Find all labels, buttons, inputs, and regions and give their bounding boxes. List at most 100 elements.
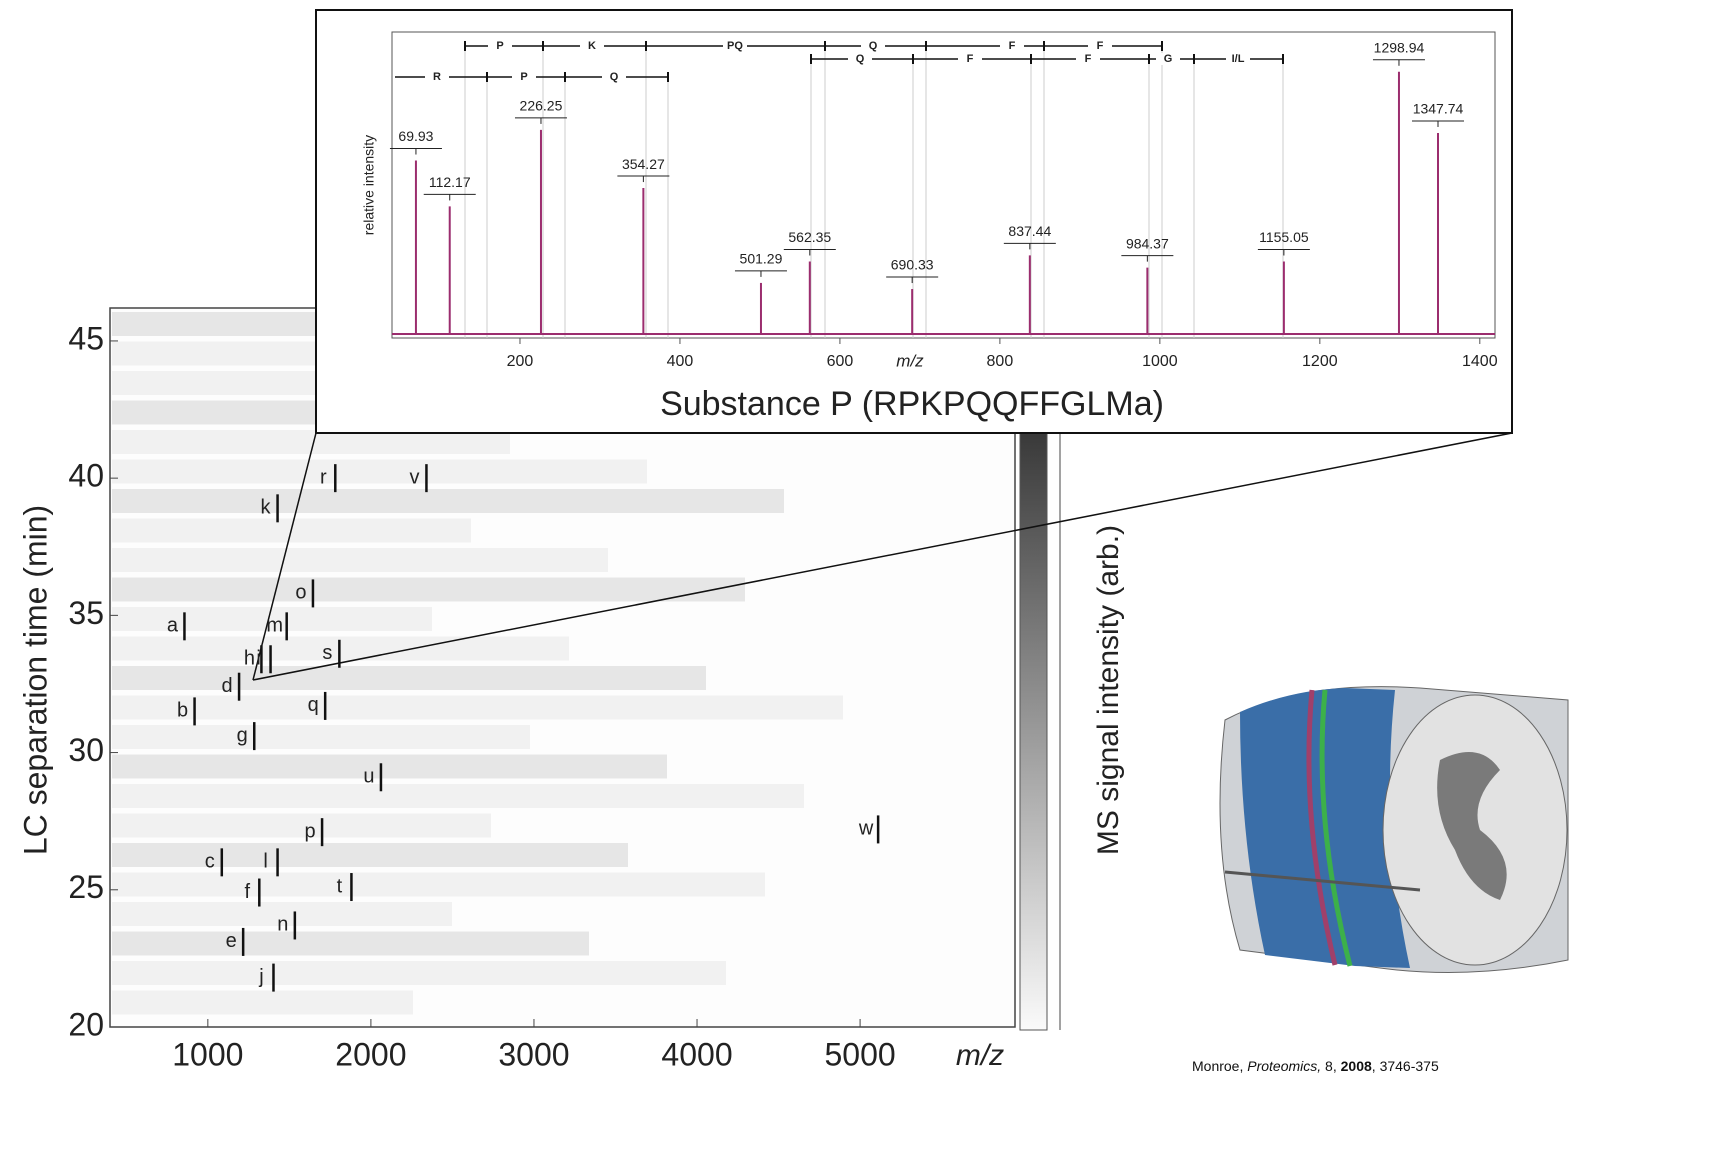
ion-label: R [433,71,441,83]
band [112,843,628,867]
citation: Monroe, Proteomics, 8, 2008, 3746-375 [1192,1058,1439,1074]
feature-label: e [226,930,237,952]
band [112,607,432,631]
feature-label: g [237,724,248,746]
peak-label: 837.44 [1008,223,1051,239]
x-tick-label: 400 [667,353,694,370]
band [112,872,765,897]
x-tick-label: 1000 [172,1036,243,1072]
feature-label: m [266,615,283,637]
ion-label-bg [861,40,885,52]
ion-label: Q [869,40,878,52]
citation-year: 2008 [1340,1058,1372,1074]
inset-x-label: m/z [896,351,924,370]
inset-title: Substance P (RPKPQQFFGLMa) [660,385,1164,423]
band [112,990,413,1015]
peak-label: 562.35 [788,229,831,245]
ion-label-bg [512,71,536,83]
feature-label: a [167,615,179,637]
ion-label: P [520,71,527,83]
y-tick-label: 30 [68,732,104,768]
ion-label: G [1164,53,1173,65]
ion-label-bg [958,53,982,65]
ion-label: Q [856,53,865,65]
x-tick-label: 800 [987,353,1014,370]
band [112,961,726,985]
ion-label-bg [1000,40,1024,52]
inset-plot-area [391,31,1496,339]
band [112,695,843,720]
band [112,902,452,926]
peak-label: 1347.74 [1413,101,1464,117]
citation-journal: Proteomics, [1247,1058,1322,1074]
peak-label: 226.25 [520,98,563,114]
ion-label-bg [1156,53,1180,65]
band [112,548,608,572]
x-tick-label: 200 [507,353,534,370]
peak-label: 690.33 [891,257,934,273]
ion-label: Q [610,71,619,83]
x-tick-label: 1400 [1462,353,1498,370]
band [112,489,784,513]
ion-label: F [1085,53,1092,65]
feature-label: n [277,914,288,936]
feature-label: d [222,675,233,697]
band [112,725,530,749]
ion-label-bg [1088,40,1112,52]
ion-label-bg [848,53,872,65]
ion-label: K [588,40,596,52]
feature-label: i [256,648,260,670]
x-tick-label: 4000 [661,1036,732,1072]
ion-label-bg [580,40,604,52]
peak-label: 1155.05 [1259,229,1309,245]
band [112,459,647,484]
colorbar-label: MS signal intensity (arb.) [1092,525,1125,855]
inset-y-label: relative intensity [361,135,377,235]
ion-label-bg [1226,53,1250,65]
ion-label-bg [425,71,449,83]
band [112,754,667,779]
y-axis-label: LC separation time (min) [17,505,53,855]
ion-label: F [1009,40,1016,52]
feature-label: h [244,648,255,670]
y-tick-label: 35 [68,595,104,631]
feature-label: u [363,766,374,788]
peak-label: 354.27 [622,156,665,172]
band [112,666,706,690]
y-tick-label: 20 [68,1006,104,1042]
x-tick-label: 600 [827,353,854,370]
x-axis-label: m/z [956,1039,1004,1072]
citation-volume: 8, [1321,1058,1341,1074]
ion-label-bg [1076,53,1100,65]
y-tick-label: 40 [68,458,104,494]
feature-label: b [177,700,188,722]
ion-label-bg [488,40,512,52]
feature-label: o [295,582,306,604]
feature-label: v [409,466,419,488]
feature-label: p [305,820,316,842]
feature-label: q [308,694,319,716]
ion-label: I/L [1232,53,1245,65]
feature-label: c [205,851,215,873]
citation-pages: , 3746-375 [1371,1058,1439,1074]
peak-label: 69.93 [398,128,433,144]
ion-label: P [496,40,503,52]
band [112,813,491,838]
ion-label: F [967,53,974,65]
zoom-line [252,432,317,681]
y-tick-label: 25 [68,869,104,905]
ion-label: PQ [727,40,743,52]
ion-label-bg [723,40,747,52]
feature-label: l [263,851,267,873]
band [112,577,745,602]
x-tick-label: 5000 [824,1036,895,1072]
x-tick-label: 3000 [498,1036,569,1072]
y-tick-label: 45 [68,320,104,356]
x-tick-label: 2000 [335,1036,406,1072]
peak-label: 984.37 [1126,235,1169,251]
x-tick-label: 1000 [1142,353,1178,370]
band [112,931,589,956]
feature-label: r [320,466,327,488]
